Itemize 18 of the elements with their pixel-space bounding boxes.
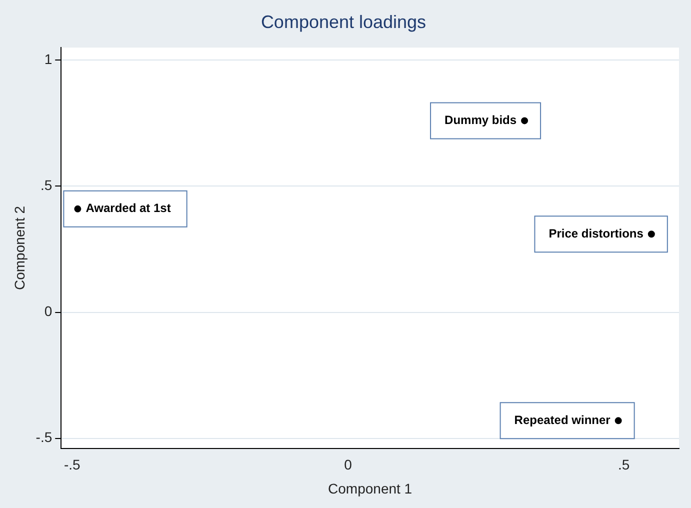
point — [521, 117, 528, 124]
annotation: Dummy bids — [444, 113, 517, 128]
x-tick-label: 0 — [344, 456, 352, 473]
y-tick-label: 1 — [44, 51, 52, 68]
chart-title: Component loadings — [260, 12, 426, 32]
annotation: Awarded at 1st — [86, 201, 171, 216]
y-tick-label: .5 — [40, 177, 52, 194]
y-tick-label: -.5 — [36, 429, 52, 446]
point — [648, 230, 655, 238]
x-tick-label: -.5 — [64, 456, 81, 473]
x-axis-title: Component 1 — [328, 480, 412, 496]
x-tick-label: .5 — [618, 456, 630, 473]
y-tick-label: 0 — [44, 303, 52, 320]
annotation: Price distortions — [548, 226, 644, 240]
y-axis-title: Component 2 — [11, 206, 28, 290]
point — [74, 205, 82, 212]
point — [614, 417, 622, 424]
annotation: Repeated winner — [514, 412, 611, 427]
